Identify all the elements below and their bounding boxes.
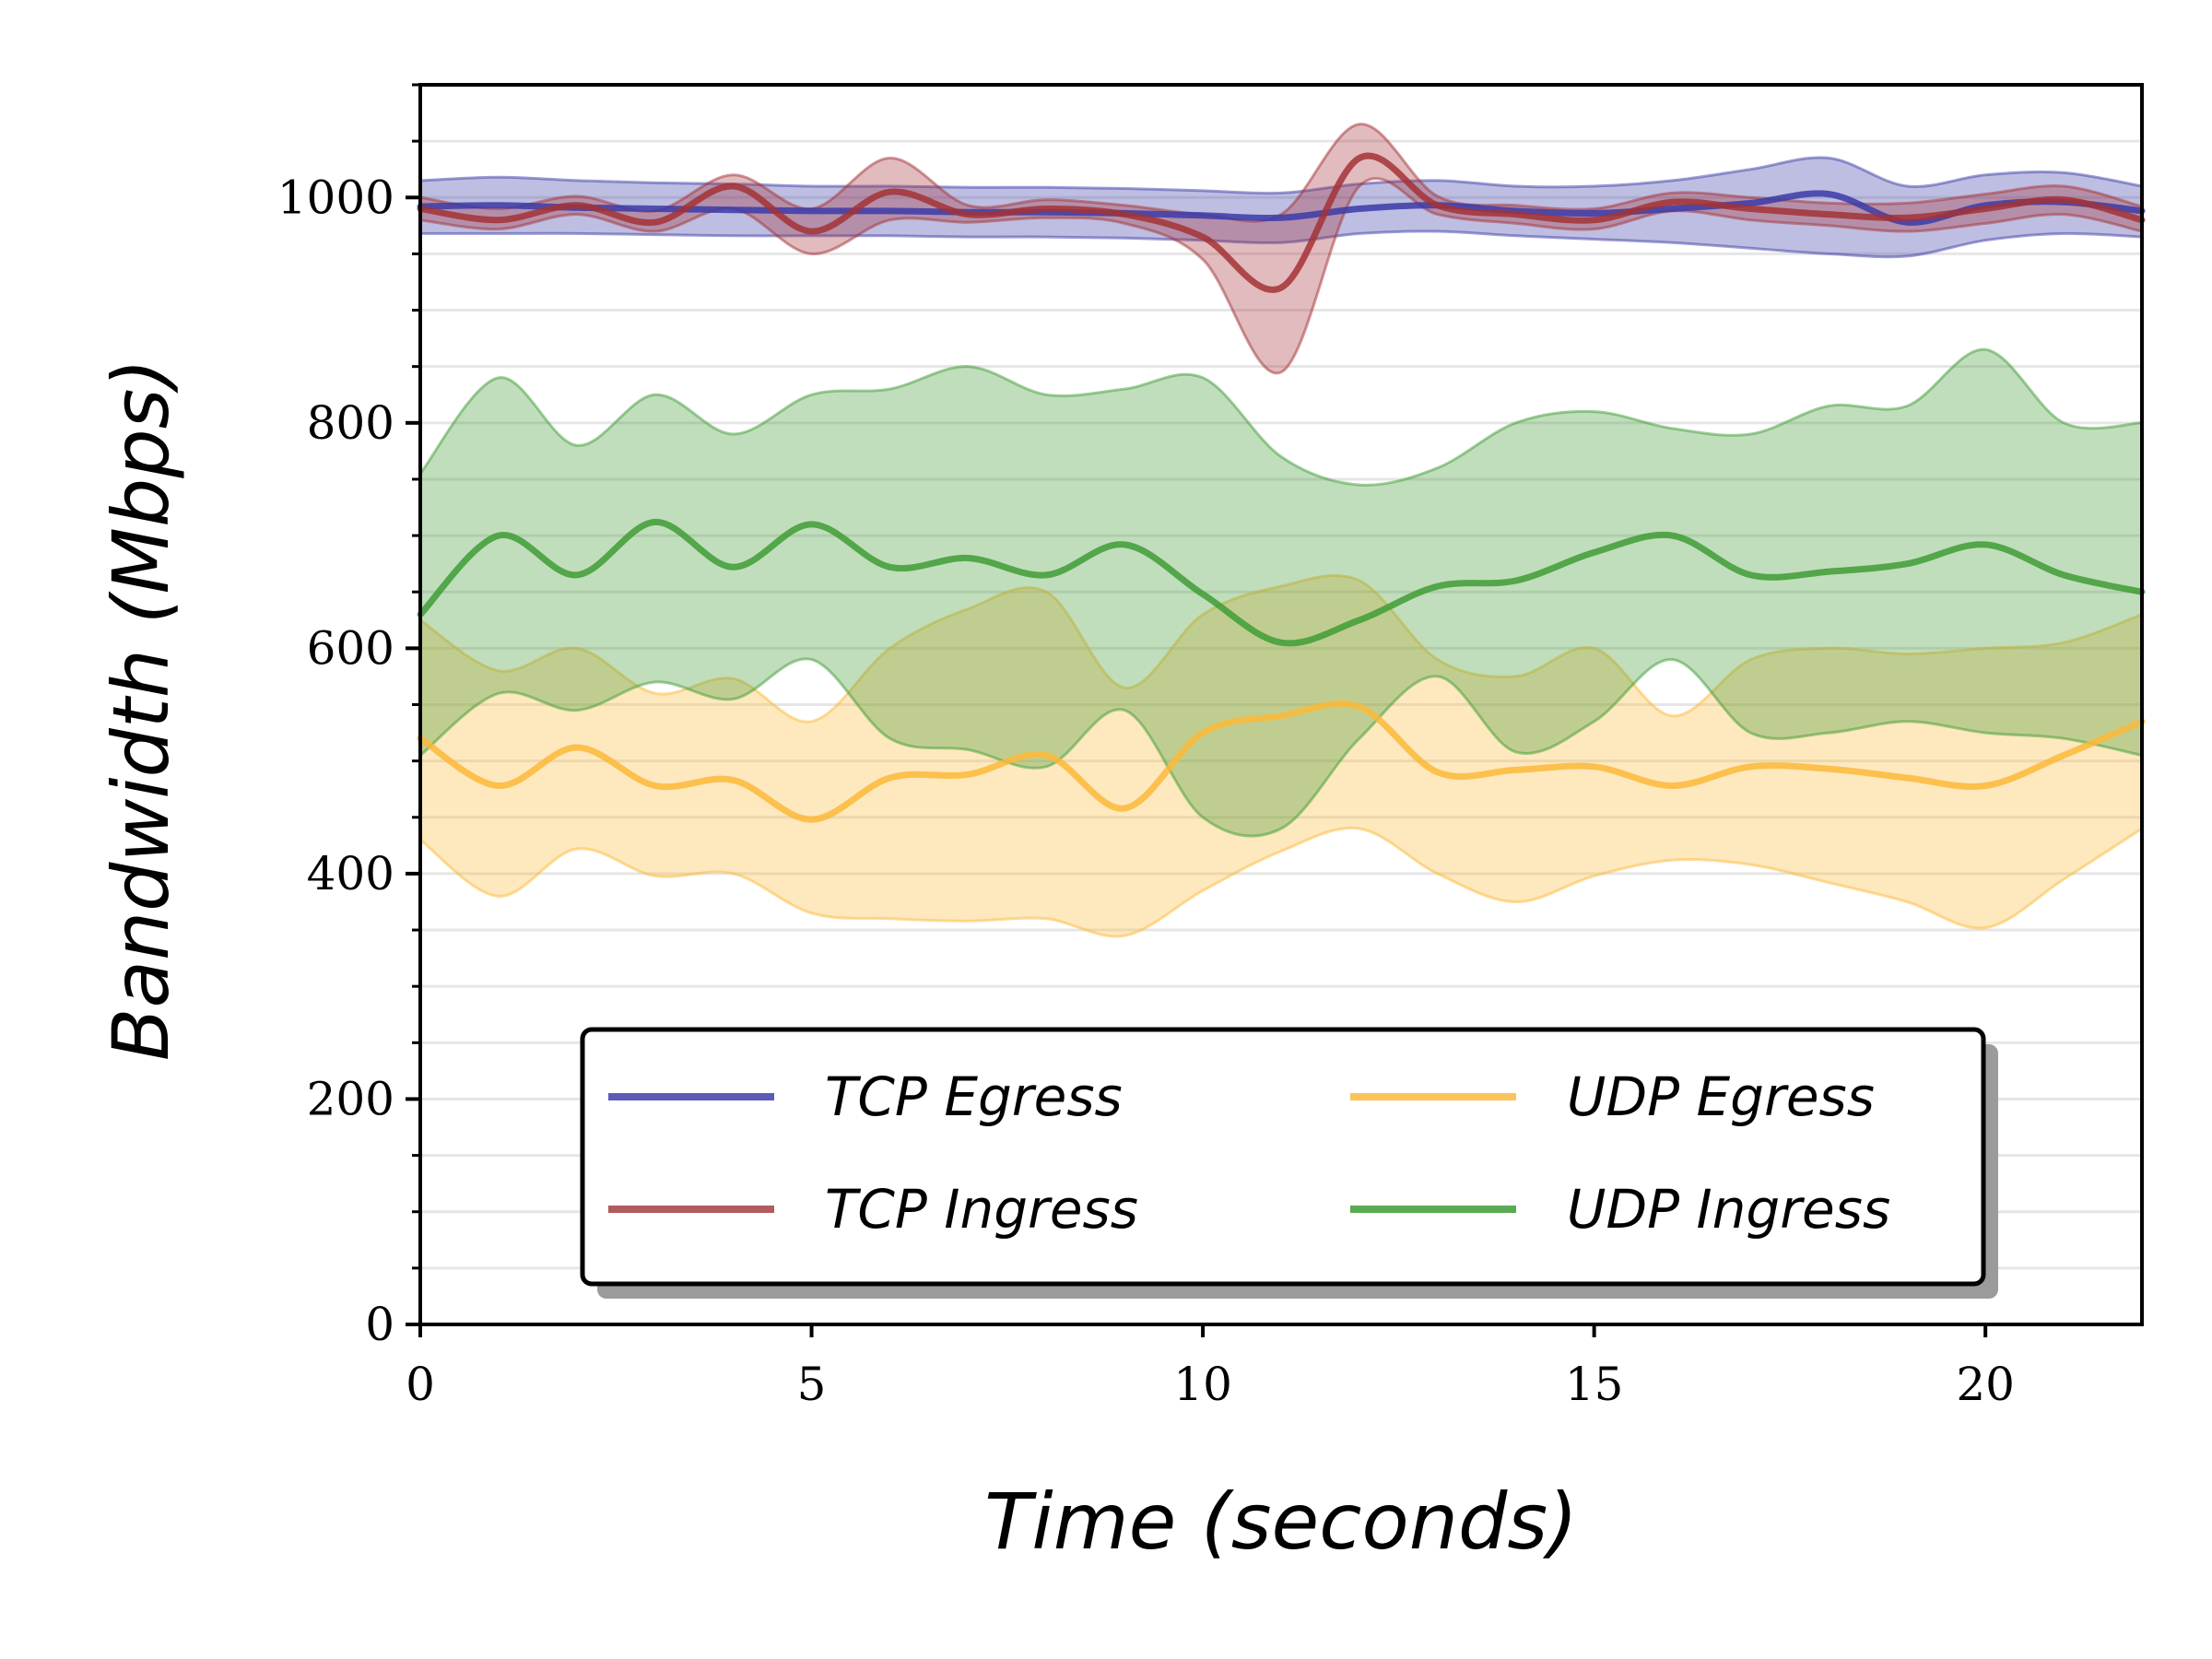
tcp-egress-line <box>417 190 2146 226</box>
y-tick-label: 400 <box>307 847 394 900</box>
grid-lines <box>420 139 2142 1270</box>
x-tick-label: 15 <box>1565 1358 1624 1411</box>
tcp-ingress-band <box>418 123 2144 375</box>
udp-egress-band <box>418 573 2144 938</box>
legend-label: UDP Ingress <box>1567 1178 1890 1241</box>
udp-ingress-band <box>418 347 2144 838</box>
legend: TCP Egress UDP Egress TCP Ingress UDP Ingre… <box>580 1027 1998 1299</box>
y-axis-title: Bandwidth (Mbps) <box>96 359 186 1061</box>
legend-box <box>580 1027 1986 1287</box>
legend-label: UDP Egress <box>1567 1065 1875 1128</box>
y-tick-label: 800 <box>307 396 394 450</box>
x-tick-label: 0 <box>406 1358 435 1411</box>
y-tick-label: 1000 <box>277 171 394 224</box>
x-tick-label: 10 <box>1173 1358 1232 1411</box>
y-tick-label: 200 <box>307 1072 394 1125</box>
series-lines <box>417 152 2146 823</box>
tcp-ingress-line <box>417 152 2146 293</box>
legend-label: TCP Egress <box>825 1065 1123 1128</box>
x-tick-label: 5 <box>797 1358 827 1411</box>
y-tick-label: 600 <box>307 621 394 675</box>
y-tick-label: 0 <box>365 1298 394 1351</box>
legend-label: TCP Ingress <box>825 1178 1138 1241</box>
udp-ingress-line <box>417 518 2146 647</box>
udp-egress-line <box>417 700 2146 823</box>
x-axis-title: Time (seconds) <box>984 1477 1578 1567</box>
x-tick-label: 20 <box>1956 1358 2015 1411</box>
